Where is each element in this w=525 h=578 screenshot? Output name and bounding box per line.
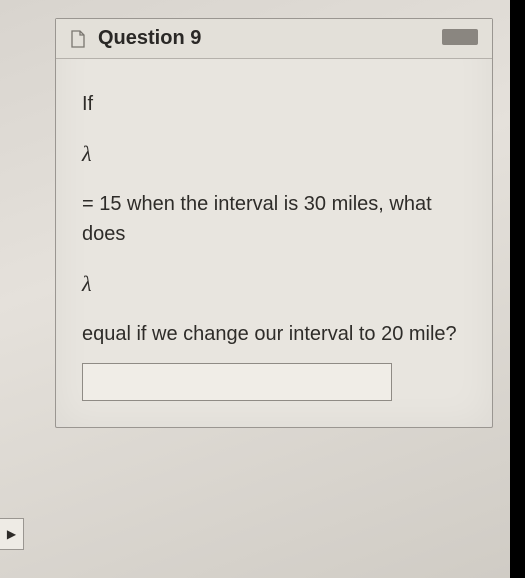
- chevron-right-icon: ▶: [7, 527, 16, 541]
- answer-input-wrap: [82, 363, 466, 405]
- nav-next-handle[interactable]: ▶: [0, 518, 24, 550]
- question-card: Question 9 If λ = 15 when the interval i…: [55, 18, 493, 428]
- lambda-symbol-1: λ: [82, 141, 466, 167]
- question-body: If λ = 15 when the interval is 30 miles,…: [56, 59, 492, 427]
- answer-input[interactable]: [82, 363, 392, 401]
- page-icon: [70, 30, 86, 48]
- text-line2: = 15 when the interval is 30 miles, what…: [82, 189, 466, 249]
- lambda-symbol-2: λ: [82, 271, 466, 297]
- header-badge: [442, 29, 478, 45]
- question-title: Question 9: [98, 27, 201, 50]
- question-header: Question 9: [56, 19, 492, 59]
- text-line3: equal if we change our interval to 20 mi…: [82, 319, 466, 349]
- text-if: If: [82, 89, 466, 119]
